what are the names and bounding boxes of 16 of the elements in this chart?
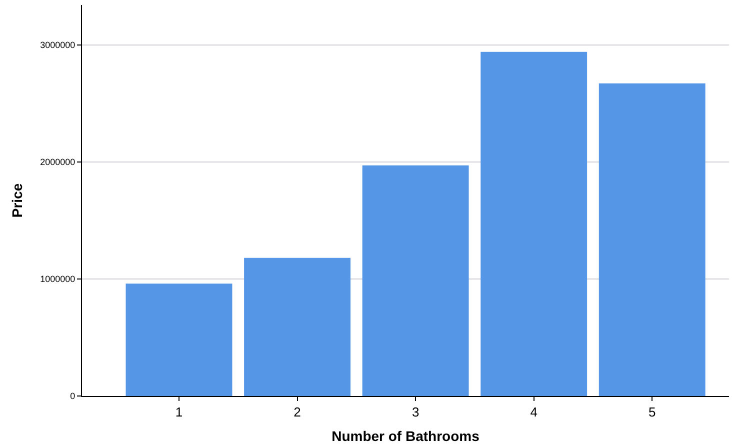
bar: [480, 52, 588, 396]
bar: [244, 258, 350, 396]
bar: [362, 165, 469, 396]
x-axis-title: Number of Bathrooms: [332, 428, 480, 444]
x-tick-label: 4: [530, 404, 538, 420]
y-tick-label: 3000000: [40, 40, 76, 50]
x-tick-label: 5: [648, 404, 656, 420]
y-axis-title: Price: [8, 183, 25, 218]
y-tick-label: 1000000: [40, 274, 76, 284]
x-tick-label: 1: [175, 404, 183, 420]
x-tick-label: 3: [412, 404, 420, 420]
bar: [126, 284, 232, 396]
y-tick-label: 0: [70, 391, 76, 402]
y-tick-label: 2000000: [40, 157, 76, 168]
x-tick-label: 2: [294, 404, 301, 420]
bar: [598, 83, 706, 396]
